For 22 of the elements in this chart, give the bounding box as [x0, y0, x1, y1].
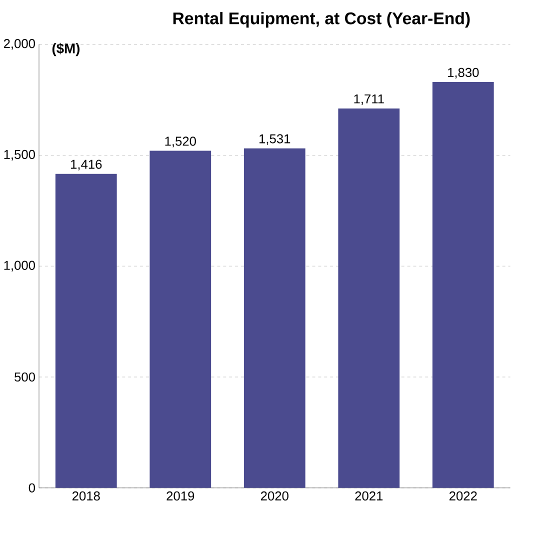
y-axis-title: ($M): [52, 42, 80, 56]
data-label: 1,531: [260, 134, 290, 145]
bar: [55, 174, 117, 488]
x-tick-label: 2020: [260, 491, 288, 500]
x-tick-label: 2021: [355, 491, 383, 500]
bar: [338, 108, 400, 488]
bar: [432, 82, 494, 488]
x-tick-label: 2022: [449, 491, 477, 500]
data-label: 1,711: [354, 94, 384, 105]
y-tick-label: 0: [28, 483, 36, 492]
data-label: 1,830: [448, 68, 479, 78]
data-label: 1,416: [71, 160, 102, 170]
bar: [150, 150, 212, 488]
bar: [244, 148, 306, 488]
chart-title: Rental Equipment, at Cost (Year-End): [173, 12, 470, 28]
data-label: 1,520: [165, 136, 196, 148]
y-tick-label: 1,500: [4, 150, 36, 160]
x-tick-label: 2018: [72, 491, 100, 500]
y-tick-label: 500: [14, 372, 36, 382]
y-tick-label: 2,000: [4, 38, 36, 50]
x-tick-label: 2019: [166, 491, 194, 500]
y-tick-label: 1,000: [4, 260, 36, 272]
